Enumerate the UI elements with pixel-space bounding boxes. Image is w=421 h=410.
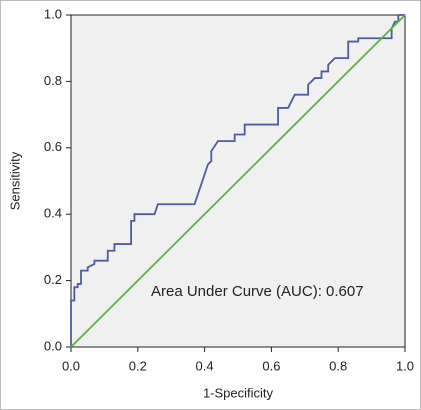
annotation: Area Under Curve (AUC): 0.607 xyxy=(151,283,364,300)
x-tick-label: 1.0 xyxy=(396,358,414,373)
y-tick-label: 0.6 xyxy=(44,139,62,154)
x-tick-label: 0.6 xyxy=(262,358,280,373)
x-tick-label: 0.0 xyxy=(62,358,80,373)
y-tick-label: 0.2 xyxy=(44,272,62,287)
y-tick-label: 1.0 xyxy=(44,6,62,21)
y-axis-label: Sensitivity xyxy=(7,151,22,210)
series-line xyxy=(70,14,405,347)
y-tick-label: 0.0 xyxy=(44,338,62,353)
y-tick-label: 0.4 xyxy=(44,206,62,221)
series-line xyxy=(70,14,406,348)
x-tick-label: 0.8 xyxy=(329,358,347,373)
y-tick-label: 0.8 xyxy=(44,73,62,88)
x-tick-label: 0.2 xyxy=(129,358,147,373)
x-tick-label: 0.4 xyxy=(196,358,214,373)
x-axis-label: 1-Specificity xyxy=(203,385,274,400)
